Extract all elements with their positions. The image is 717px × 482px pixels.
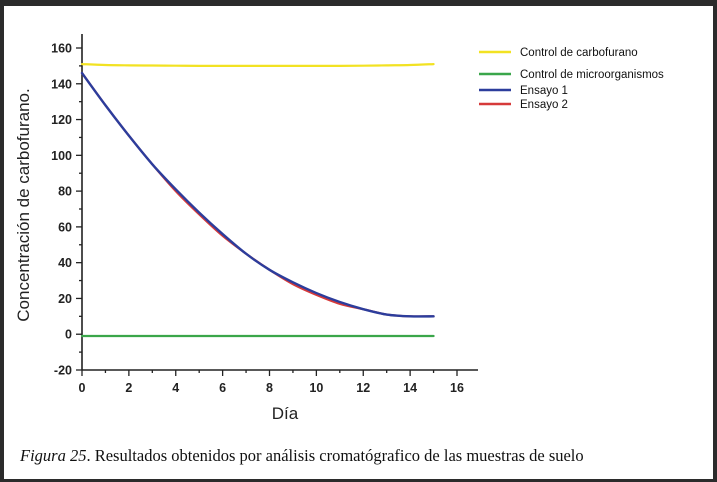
axes: -20 0 20 40 60 80 100 120 140 160 0 2 4 6 8 10 12 14 16 [51, 34, 478, 395]
legend-label-ensayo-2: Ensayo 2 [520, 99, 568, 111]
legend-label-ensayo-1: Ensayo 1 [520, 85, 568, 97]
legend-label-control-de-microorganismos: Control de microorganismos [520, 69, 664, 81]
x-axis-title: Día [272, 404, 299, 423]
x-tick-label: 8 [266, 381, 273, 395]
y-tick-label: 60 [58, 220, 72, 234]
series-line-ensayo-1 [80, 71, 435, 318]
y-tick-label: 160 [51, 42, 72, 56]
x-tick-label: 16 [450, 381, 464, 395]
series-lines [80, 62, 435, 338]
y-tick-label: 80 [58, 185, 72, 199]
y-tick-label: -20 [54, 364, 72, 378]
x-tick-label: 6 [219, 381, 226, 395]
y-tick-label: 20 [58, 292, 72, 306]
legend: Control de carbofurano Control de microor… [479, 47, 664, 111]
y-axis-title: Concentración de carbofurano. [14, 88, 33, 321]
x-tick-label: 0 [79, 381, 86, 395]
figure-caption: Figura 25. Resultados obtenidos por anál… [20, 446, 710, 466]
series-line-ensayo-2 [80, 71, 435, 318]
legend-label-control-de-carbofurano: Control de carbofurano [520, 47, 638, 59]
y-tick-label: 140 [51, 77, 72, 91]
figure-caption-text: . Resultados obtenidos por análisis crom… [86, 446, 584, 465]
y-tick-label: 100 [51, 149, 72, 163]
x-tick-label: 12 [356, 381, 370, 395]
x-tick-label: 2 [125, 381, 132, 395]
series-line-control-de-carbofurano [80, 62, 435, 68]
x-tick-label: 10 [309, 381, 323, 395]
y-tick-label: 40 [58, 256, 72, 270]
x-tick-label: 4 [172, 381, 179, 395]
y-tick-label: 0 [65, 328, 72, 342]
x-tick-label: 14 [403, 381, 417, 395]
figure-label: Figura 25 [20, 446, 87, 465]
y-tick-label: 120 [51, 113, 72, 127]
